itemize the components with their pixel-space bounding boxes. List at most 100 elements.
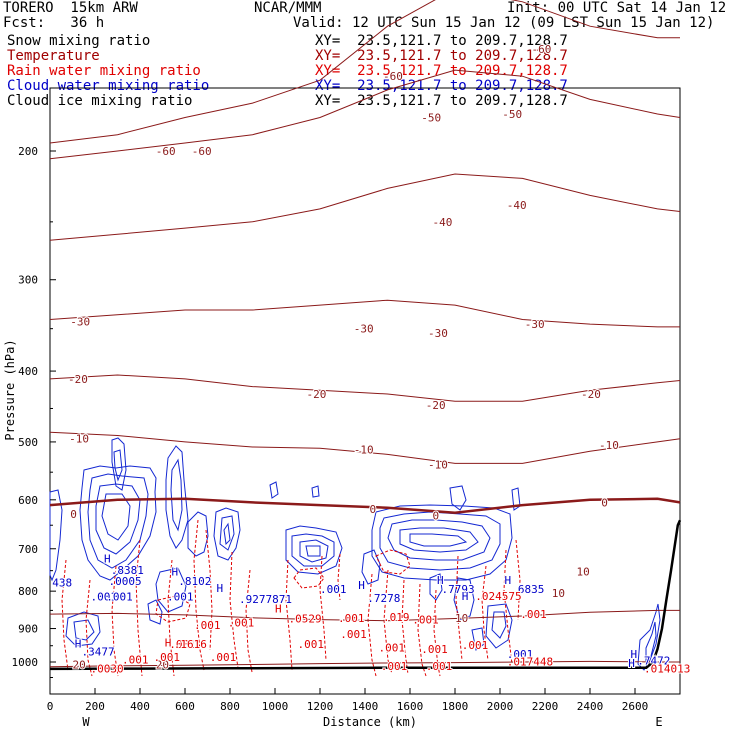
contour-label: H	[275, 603, 282, 616]
contour-label: -60	[532, 43, 552, 56]
cloud-water-contour	[361, 549, 381, 585]
contour-label: .1616	[174, 638, 207, 651]
rain-contour	[337, 553, 341, 601]
y-tick-label: 600	[18, 494, 38, 507]
contour-label: .019	[383, 611, 410, 624]
cloud-water-contour	[387, 519, 491, 561]
contour-label: -20	[68, 373, 88, 386]
contour-label: 10	[577, 566, 590, 579]
x-tick-label: 2400	[577, 700, 604, 713]
contour-label: .0030	[91, 662, 124, 675]
contour-label: .001	[228, 616, 255, 629]
contour-label: .001	[122, 653, 149, 666]
contour-label: .7278	[367, 592, 400, 605]
cloud-water-contour	[371, 504, 513, 581]
rain-contour	[229, 551, 239, 669]
cloud-water-contour	[165, 445, 189, 549]
contour-label: .001	[426, 660, 453, 673]
contour-label: .001	[320, 583, 347, 596]
cloud-water-contour	[491, 611, 507, 639]
contour-labels: -60 -60 -60 -60 -50 -50 -40 -40 -30 -30 -30 -30 -20 -…	[51, 42, 691, 676]
cloud-water-contour	[485, 603, 513, 649]
contour-label: -30	[525, 318, 545, 331]
contour-label: H	[628, 657, 635, 670]
cloud-water-contour	[471, 627, 485, 651]
contour-label: .8102	[178, 575, 211, 588]
contour-label: H	[75, 637, 82, 650]
field-label-cloud-water: Cloud water mixing ratio	[7, 78, 210, 94]
cloud-water-contour	[429, 573, 443, 601]
cloud-water-contour	[449, 485, 467, 511]
rain-contour	[135, 539, 143, 677]
contour-label: .001	[412, 614, 439, 627]
y-tick-label: 500	[18, 436, 38, 449]
cloud-water-contour	[101, 493, 131, 541]
temperature-contours	[49, 0, 681, 668]
contour-label: 0	[601, 496, 608, 509]
contour-label: -10	[69, 433, 89, 446]
contour-label: H	[631, 648, 638, 661]
y-tick-label: 900	[18, 623, 38, 636]
cloud-water-contour	[187, 511, 209, 557]
terrain-surface	[49, 519, 682, 671]
rain-contour	[85, 579, 93, 677]
contour-label: -40	[507, 199, 527, 212]
forecast-hour: Fcst: 36 h	[3, 15, 105, 31]
contour-label: .001	[520, 608, 547, 621]
contour-label: 0	[370, 503, 377, 516]
x-tick-label: 0	[47, 700, 54, 713]
contour-label: .001	[91, 590, 118, 603]
contour-label: .001	[338, 612, 365, 625]
cloud-water-contour	[87, 473, 149, 569]
y-tick-label: 200	[18, 145, 38, 158]
field-xy-snow: XY= 23.5,121.7 to 209.7,128.7	[315, 33, 568, 49]
contour-label: 10	[455, 612, 468, 625]
contour-label: H	[165, 636, 172, 649]
cloud-water-contour	[311, 485, 320, 498]
contour-label: .001	[167, 590, 194, 603]
contour-label: .8381	[111, 564, 144, 577]
rain-contour	[293, 567, 325, 589]
cloud-water-contour	[79, 465, 157, 581]
rain-contour	[319, 555, 327, 661]
y-tick-label: 700	[18, 543, 38, 556]
rain-contour	[61, 559, 69, 671]
x-tick-label: 1400	[352, 700, 379, 713]
contour-label: -40	[433, 216, 453, 229]
x-tick-label: 400	[130, 700, 150, 713]
rain-contour	[455, 555, 463, 661]
x-axis-title: Distance (km)	[323, 715, 417, 729]
contour-label: -20	[581, 388, 601, 401]
contour-label: .0005	[109, 575, 142, 588]
cloud-water-contour	[453, 577, 475, 621]
cloud-water-contour	[147, 599, 163, 625]
cloud-water-contour	[291, 533, 335, 567]
rain-contour	[375, 549, 411, 575]
field-xy-temperature: XY= 23.5,121.7 to 209.7,128.7	[315, 48, 568, 64]
axes: 0 200 400 600 800 1000 1200 1400 1600 1800 2000 220…	[12, 145, 649, 713]
rain-contour	[367, 573, 377, 677]
cloud-water-contour	[305, 545, 321, 557]
x-tick-label: 1800	[442, 700, 469, 713]
east-end-label: E	[655, 715, 662, 729]
y-axis-title: Pressure (hPa)	[3, 339, 17, 440]
contour-label: .7793	[442, 583, 475, 596]
west-end-label: W	[82, 715, 90, 729]
contour-label: .6835	[511, 583, 544, 596]
contour-label: -50	[502, 108, 522, 121]
contour-label: .001	[194, 619, 221, 632]
isotherm-20	[49, 660, 680, 668]
isotherm-minus50	[49, 69, 681, 160]
cloud-water-contour	[285, 525, 343, 575]
cloud-water-contour	[213, 507, 241, 561]
contour-label: .001	[210, 651, 237, 664]
contour-label: -60	[192, 145, 212, 158]
x-tick-label: 1600	[397, 700, 424, 713]
org-name: NCAR/MMM	[254, 0, 322, 16]
contour-label: .001	[507, 648, 534, 661]
contour-label: H	[462, 590, 469, 603]
x-tick-label: 2600	[622, 700, 649, 713]
y-tick-label: 400	[18, 365, 38, 378]
x-tick-label: 200	[85, 700, 105, 713]
